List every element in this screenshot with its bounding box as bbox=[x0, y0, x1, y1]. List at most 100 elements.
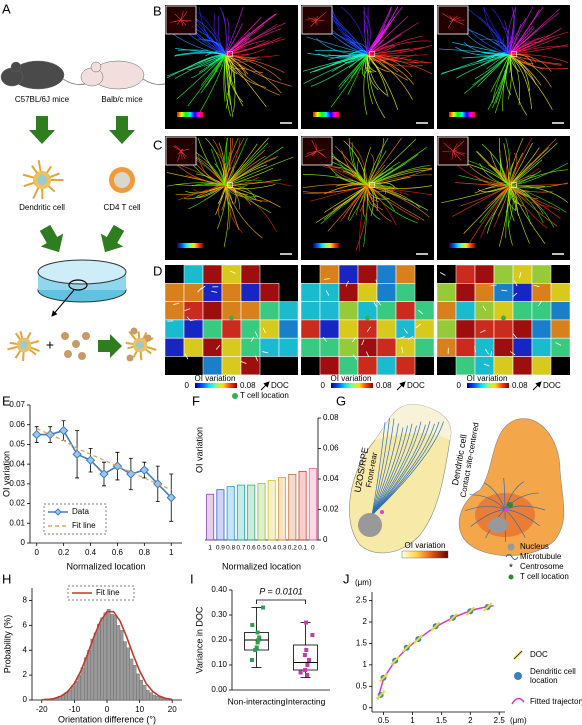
doc-arrow bbox=[190, 318, 198, 321]
filament bbox=[217, 185, 227, 230]
heat-cell bbox=[300, 282, 321, 302]
filament bbox=[367, 185, 394, 193]
filament bbox=[484, 185, 510, 210]
inset-filament bbox=[443, 142, 454, 152]
doc-arrow bbox=[415, 323, 421, 329]
small-t-cell bbox=[78, 352, 86, 360]
label: T cell location bbox=[240, 391, 289, 400]
heat-cell bbox=[474, 301, 495, 321]
y-tick-label: 0.04 bbox=[9, 459, 25, 468]
hist-bar bbox=[136, 673, 140, 701]
filament bbox=[367, 147, 427, 186]
colorbar bbox=[195, 383, 237, 388]
inset-filament bbox=[311, 150, 318, 157]
doc-arrow bbox=[254, 331, 259, 338]
heat-cell bbox=[395, 319, 416, 339]
doc-arrow bbox=[519, 272, 522, 279]
point bbox=[303, 668, 308, 672]
heat-cell bbox=[259, 319, 280, 339]
inset-filament bbox=[452, 143, 458, 152]
inset-filament bbox=[310, 19, 318, 27]
point bbox=[305, 673, 310, 677]
inset-filament bbox=[177, 150, 182, 162]
heat-cell bbox=[338, 264, 359, 284]
x-tick-label: 0.5 bbox=[378, 716, 390, 725]
doc-arrow bbox=[403, 328, 408, 334]
doc-marker bbox=[375, 690, 386, 700]
label: 0 bbox=[457, 381, 462, 390]
label: DOC bbox=[407, 381, 425, 390]
microtubule bbox=[470, 509, 506, 527]
heat-cell bbox=[221, 264, 242, 284]
filament bbox=[509, 152, 518, 186]
x-tick-label: 1 bbox=[410, 716, 415, 725]
filament bbox=[367, 44, 395, 55]
hist-bar bbox=[152, 694, 157, 701]
inset-filament bbox=[315, 143, 318, 152]
dish-arrow bbox=[51, 289, 75, 317]
doc-arrow bbox=[255, 355, 258, 362]
heat-cell bbox=[338, 282, 359, 302]
filament bbox=[492, 54, 510, 109]
colorbar bbox=[401, 550, 449, 559]
heat-cell bbox=[455, 282, 476, 302]
doc-arrow bbox=[398, 336, 405, 339]
legend-label: Nucleus bbox=[520, 542, 549, 551]
legend-centrosome: * bbox=[509, 563, 513, 574]
heat-cell bbox=[531, 356, 552, 376]
doc-arrow bbox=[538, 300, 543, 307]
colorbar bbox=[449, 112, 475, 117]
filament bbox=[509, 42, 537, 55]
filament bbox=[219, 6, 227, 55]
y-tick-label: 0.02 bbox=[323, 505, 339, 514]
doc-arrow bbox=[325, 290, 330, 296]
filament bbox=[509, 54, 544, 70]
small-t-cell bbox=[61, 332, 69, 340]
x-tick-label: 0.2 bbox=[288, 545, 297, 552]
filament bbox=[367, 185, 406, 201]
legend-marker bbox=[54, 508, 62, 516]
filament bbox=[367, 47, 424, 55]
bar bbox=[236, 484, 245, 541]
filament bbox=[225, 37, 281, 55]
inset bbox=[301, 136, 333, 166]
trajectory bbox=[377, 604, 494, 700]
green-arrow bbox=[109, 116, 135, 144]
y-tick-label: 0.01 bbox=[9, 518, 25, 527]
legend-label: Centrosome bbox=[520, 562, 564, 571]
point bbox=[306, 658, 311, 662]
filament bbox=[225, 37, 245, 55]
filament bbox=[224, 54, 231, 117]
x-tick-label: 0.9 bbox=[216, 545, 225, 552]
colorbar bbox=[313, 112, 339, 117]
inset-filament bbox=[174, 19, 182, 23]
label: 0 bbox=[441, 110, 446, 119]
heat-cell bbox=[512, 301, 533, 321]
heat-cell bbox=[455, 301, 476, 321]
x-tick-label: 0.5 bbox=[257, 545, 266, 552]
hist-bar bbox=[97, 623, 101, 701]
y-tick-label: 0.08 bbox=[323, 413, 339, 422]
filament bbox=[205, 137, 226, 186]
doc-arrow bbox=[215, 344, 221, 350]
t-cell-key bbox=[232, 393, 238, 399]
filament bbox=[503, 143, 510, 186]
heat-cell bbox=[493, 264, 514, 284]
x-tick-label: 10 bbox=[135, 705, 144, 714]
filament bbox=[225, 38, 250, 55]
t-nucleus bbox=[114, 172, 130, 188]
hist-bar bbox=[100, 617, 104, 701]
filament bbox=[509, 54, 528, 116]
x-tick-label: 0.1 bbox=[298, 545, 307, 552]
y-tick-label: 0.06 bbox=[323, 444, 339, 453]
x-tick-label: 0 bbox=[311, 545, 315, 552]
label: 1 bbox=[477, 241, 482, 250]
heat-cell bbox=[319, 301, 340, 321]
filament bbox=[509, 53, 534, 66]
doc-arrow bbox=[352, 354, 358, 360]
hist-bar bbox=[142, 684, 147, 701]
x-tick-label: 0.7 bbox=[236, 545, 245, 552]
filament bbox=[328, 54, 368, 57]
inset-filament bbox=[180, 150, 186, 160]
legend-line: Dendritic cell bbox=[530, 667, 576, 676]
